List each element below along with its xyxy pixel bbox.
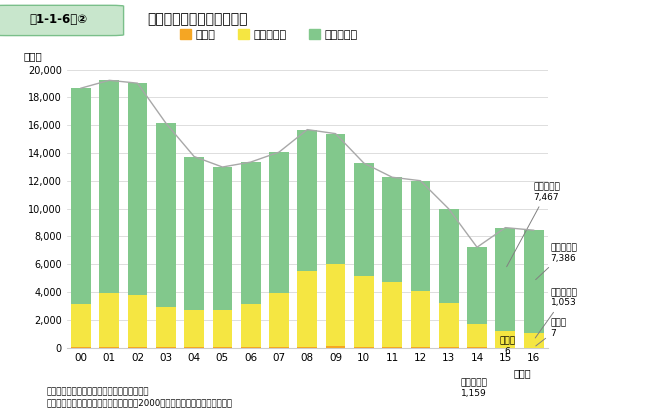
Bar — [240, 304, 261, 347]
Bar — [326, 264, 345, 346]
Bar — [467, 247, 487, 324]
Bar — [297, 130, 317, 272]
Bar — [212, 310, 232, 347]
Bar — [71, 304, 91, 347]
Bar — [71, 88, 91, 304]
Text: 小規模企業
7,386: 小規模企業 7,386 — [536, 243, 577, 280]
Text: 企業規模別倒産件数の推移: 企業規模別倒産件数の推移 — [147, 13, 247, 27]
Bar — [128, 347, 148, 348]
Bar — [297, 272, 317, 346]
Bar — [269, 292, 289, 347]
Bar — [496, 331, 515, 348]
Bar — [354, 163, 374, 276]
Text: 資料：（株）東京商工リサーチ「倒産月報」
（注）　企業規模別の集計については、2000年以降のみ集計を行っている。: 資料：（株）東京商工リサーチ「倒産月報」 （注） 企業規模別の集計については、2… — [47, 388, 232, 407]
Bar — [411, 181, 430, 290]
Bar — [100, 80, 119, 293]
Text: （年）: （年） — [514, 369, 532, 378]
Bar — [212, 347, 232, 348]
Bar — [496, 228, 515, 331]
Bar — [524, 230, 544, 333]
Text: （件）: （件） — [23, 51, 42, 61]
Text: 第1-1-6図②: 第1-1-6図② — [29, 13, 88, 26]
Bar — [156, 123, 176, 307]
FancyBboxPatch shape — [0, 5, 124, 36]
Bar — [467, 324, 487, 347]
Bar — [184, 157, 204, 310]
Text: 大企業
7: 大企業 7 — [536, 319, 566, 346]
Bar — [128, 83, 148, 294]
Text: 小規模企業
7,467: 小規模企業 7,467 — [506, 182, 560, 267]
Bar — [100, 293, 119, 346]
Bar — [326, 134, 345, 264]
Bar — [100, 346, 119, 348]
Bar — [269, 347, 289, 348]
Bar — [156, 307, 176, 347]
Bar — [439, 209, 459, 303]
Bar — [184, 310, 204, 347]
Bar — [240, 162, 261, 304]
Bar — [439, 347, 459, 348]
Bar — [297, 346, 317, 348]
Bar — [212, 167, 232, 310]
Bar — [240, 347, 261, 348]
Bar — [411, 347, 430, 348]
Text: 大企業
6: 大企業 6 — [500, 337, 516, 356]
Legend: 大企業, 中規模企業, 小規模企業: 大企業, 中規模企業, 小規模企業 — [176, 25, 362, 44]
Bar — [184, 347, 204, 348]
Bar — [156, 347, 176, 348]
Bar — [71, 347, 91, 348]
Bar — [524, 333, 544, 348]
Text: 中規模企業
1,053: 中規模企業 1,053 — [535, 288, 577, 338]
Bar — [382, 177, 402, 281]
Bar — [128, 294, 148, 347]
Bar — [354, 347, 374, 348]
Bar — [382, 281, 402, 347]
Text: 中規模企業
1,159: 中規模企業 1,159 — [461, 378, 488, 398]
Bar — [326, 346, 345, 348]
Bar — [354, 276, 374, 347]
Bar — [411, 290, 430, 347]
Bar — [439, 303, 459, 347]
Bar — [382, 347, 402, 348]
Bar — [269, 152, 289, 292]
